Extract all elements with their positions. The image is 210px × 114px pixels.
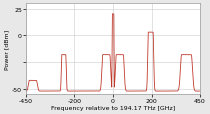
Y-axis label: Power [dBm]: Power [dBm]	[4, 29, 9, 69]
X-axis label: Frequency relative to 194.17 THz [GHz]: Frequency relative to 194.17 THz [GHz]	[51, 105, 175, 110]
